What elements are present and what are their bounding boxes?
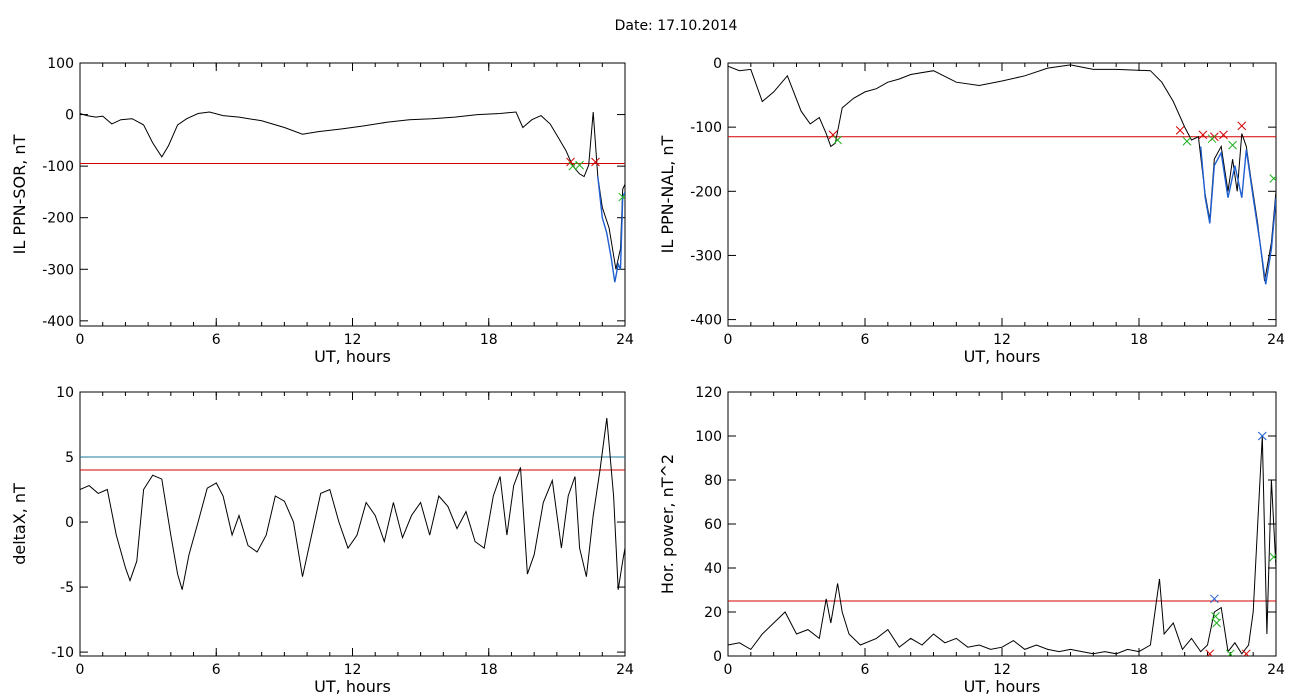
y-axis-label: deltaX, nT — [10, 483, 29, 565]
y-tick-label: 40 — [704, 561, 722, 577]
y-tick-label: 0 — [713, 649, 722, 665]
y-tick-label: -300 — [42, 262, 74, 278]
x-tick-label: 18 — [1130, 662, 1148, 678]
x-axis-label: UT, hours — [314, 677, 391, 696]
overlay-series-line — [1200, 146, 1276, 285]
x-axis-label: UT, hours — [964, 347, 1041, 366]
x-tick-label: 18 — [480, 332, 498, 348]
y-tick-label: 80 — [704, 473, 722, 489]
y-tick-label: 0 — [65, 108, 74, 124]
x-marker-green — [1269, 552, 1276, 562]
x-marker-red — [1205, 649, 1215, 656]
x-tick-label: 12 — [993, 332, 1011, 348]
x-axis-label: UT, hours — [314, 347, 391, 366]
y-tick-label: -200 — [690, 184, 722, 200]
plot-area — [80, 417, 625, 590]
x-marker-red — [566, 157, 575, 167]
x-tick-label: 24 — [616, 662, 634, 678]
plot-area — [80, 111, 625, 283]
y-tick-label: 0 — [713, 56, 722, 72]
x-tick-label: 24 — [1267, 332, 1285, 348]
x-marker-green — [1228, 140, 1237, 150]
x-marker-red — [1198, 130, 1208, 140]
y-axis-label: Hor. power, nT^2 — [658, 454, 677, 594]
y-tick-label: 20 — [704, 605, 722, 621]
plot-frame — [727, 391, 1277, 657]
y-axis-label: IL PPN-SOR, nT — [10, 134, 29, 254]
y-tick-label: 60 — [704, 517, 722, 533]
y-tick-label: -400 — [690, 313, 722, 329]
x-marker-green — [618, 192, 625, 202]
x-marker-red — [1241, 649, 1251, 656]
x-marker-green — [1182, 136, 1192, 146]
y-tick-label: 120 — [695, 385, 722, 401]
x-tick-label: 0 — [76, 332, 85, 348]
x-marker-green — [833, 135, 842, 145]
y-tick-label: 5 — [65, 450, 74, 466]
plot-area — [728, 431, 1276, 656]
plot-frame — [727, 62, 1277, 327]
x-marker-red — [591, 157, 600, 167]
y-tick-label: -100 — [690, 120, 722, 136]
x-tick-label: 6 — [212, 662, 221, 678]
chart-top-right: 0 6 12 18 24 -400 -300 -200 -100 0 UT, hours IL PPN… — [658, 56, 1285, 366]
x-tick-label: 12 — [993, 662, 1011, 678]
x-tick-label: 0 — [724, 662, 733, 678]
x-tick-label: 18 — [1130, 332, 1148, 348]
y-axis-label: IL PPN-NAL, nT — [658, 135, 677, 253]
plot-frame — [79, 391, 626, 657]
x-tick-label: 6 — [212, 332, 221, 348]
x-tick-label: 0 — [724, 332, 733, 348]
x-tick-label: 24 — [1267, 662, 1285, 678]
y-tick-label: -300 — [690, 248, 722, 264]
y-tick-label: -10 — [51, 645, 74, 661]
x-tick-label: 18 — [480, 662, 498, 678]
series-line — [80, 417, 625, 590]
x-marker-green — [1212, 618, 1221, 628]
chart-bottom-right: 0 6 12 18 24 0 20 40 60 80 100 120 UT, hours Hor. pow… — [658, 385, 1285, 696]
page-title: Date: 17.10.2014 — [614, 18, 738, 34]
plot-area — [728, 64, 1276, 285]
y-tick-label: 100 — [695, 429, 722, 445]
x-marker-green — [1207, 134, 1217, 144]
chart-bottom-left: 0 6 12 18 24 -10 -5 0 5 10 UT, hours deltaX, nT — [10, 385, 634, 696]
chart-top-left: 0 6 12 18 24 -400 -300 -200 -100 0 100 UT, hours IL … — [10, 56, 634, 366]
x-marker-green — [575, 160, 584, 170]
x-marker-green — [1225, 649, 1235, 656]
x-marker-blue — [1257, 431, 1267, 441]
x-marker-red — [1237, 121, 1247, 131]
x-tick-label: 12 — [344, 662, 362, 678]
x-marker-blue — [1209, 594, 1219, 604]
overlay-series-line — [597, 176, 625, 283]
x-marker-red — [1175, 126, 1185, 135]
x-tick-label: 0 — [76, 662, 85, 678]
plot-frame — [79, 62, 626, 327]
x-marker-green — [1269, 174, 1276, 183]
y-tick-label: 10 — [56, 385, 74, 401]
y-tick-label: 100 — [47, 56, 74, 72]
series-line — [728, 435, 1276, 655]
x-tick-label: 24 — [616, 332, 634, 348]
y-tick-label: -5 — [60, 580, 74, 596]
x-tick-label: 6 — [861, 332, 870, 348]
y-tick-label: -200 — [42, 211, 74, 227]
x-marker-red — [1219, 130, 1228, 140]
y-tick-label: -400 — [42, 314, 74, 330]
series-line — [728, 64, 1276, 282]
y-tick-label: 0 — [65, 515, 74, 531]
x-axis-label: UT, hours — [964, 677, 1041, 696]
x-tick-label: 6 — [861, 662, 870, 678]
series-line — [80, 111, 625, 270]
x-tick-label: 12 — [344, 332, 362, 348]
y-tick-label: -100 — [42, 159, 74, 175]
